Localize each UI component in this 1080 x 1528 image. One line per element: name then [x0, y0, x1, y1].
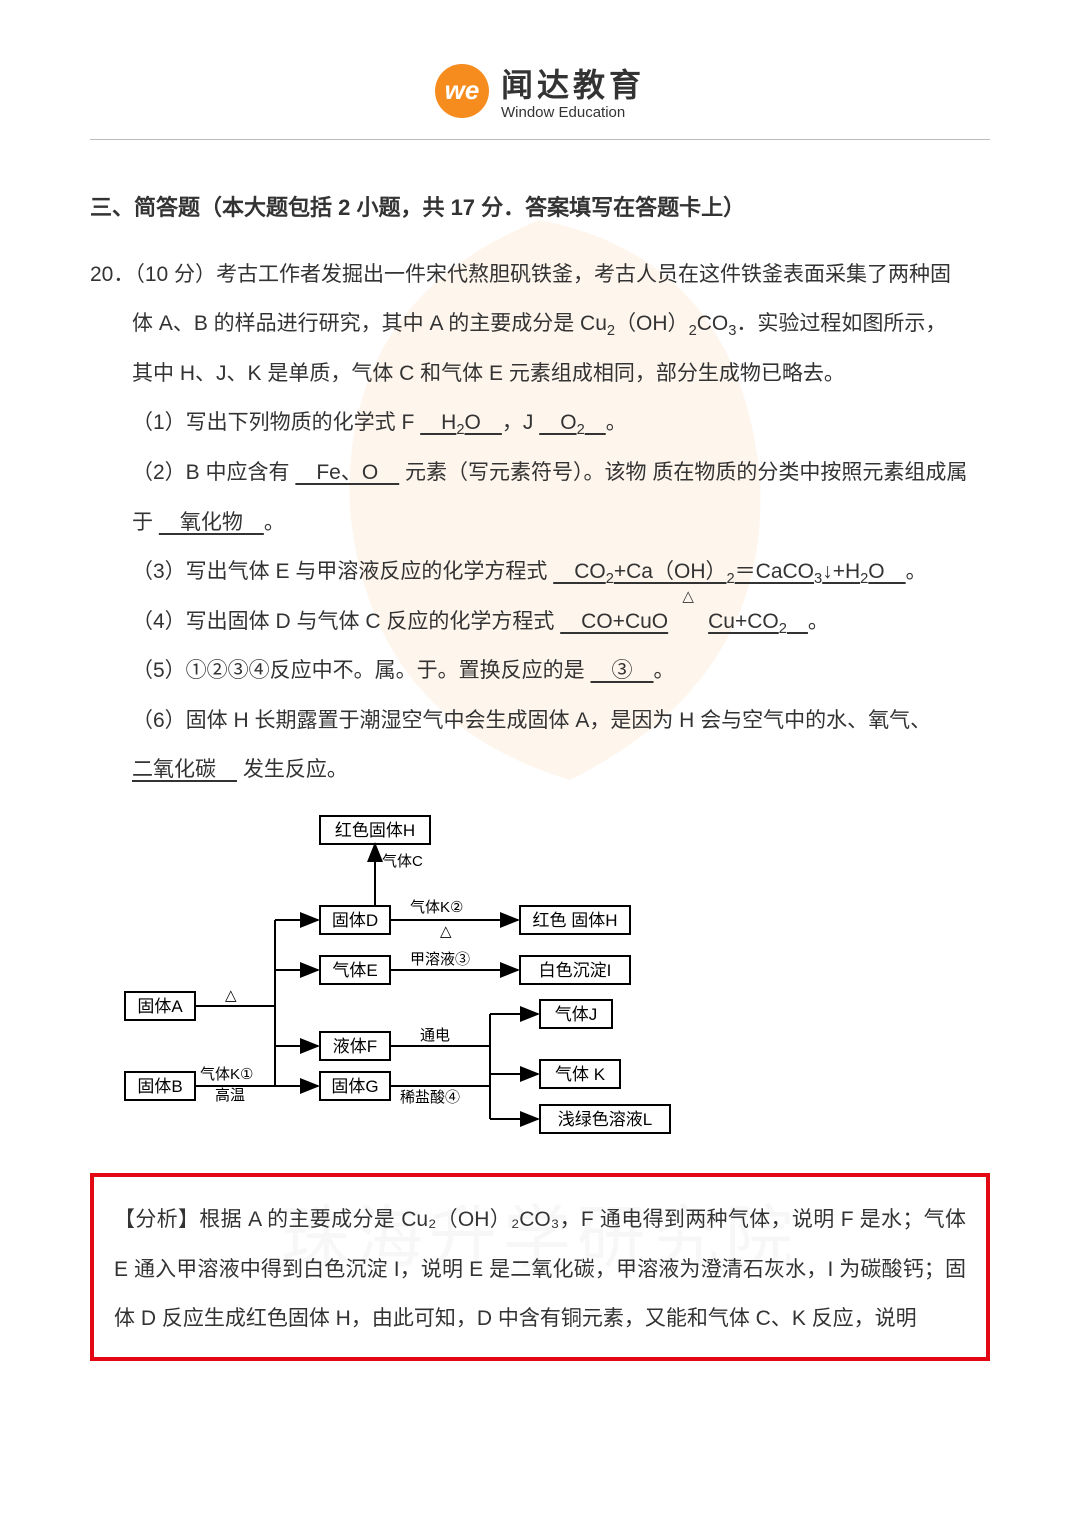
p2-end: 。 [264, 511, 285, 534]
p5-prefix: （5）①②③④反应中不。属。于。置换反应的是 [132, 659, 591, 682]
p2-prefix: （2）B 中应含有 [132, 461, 295, 484]
svg-text:高温: 高温 [215, 1087, 245, 1104]
p3-ans: CO2+Ca（OH）2＝CaCO3↓+H2O [553, 560, 905, 583]
svg-text:气体C: 气体C [382, 853, 423, 870]
stem-line2a: 体 A、B 的样品进行研究，其中 A 的主要成分是 Cu [132, 312, 607, 335]
p5-ans: ③ [591, 659, 654, 682]
stem-line2d: ．实验过程如图所示， [736, 312, 946, 335]
p1-ans1: H2O [420, 411, 502, 434]
q-number: 20．（10 分） [90, 263, 216, 286]
flow-diagram: 红色固体H 气体C 固体A 固体B △ 固体D [120, 814, 990, 1149]
p4-end: 。 [808, 610, 829, 633]
p1-prefix: （1）写出下列物质的化学式 F [132, 411, 420, 434]
stem-line3: 其中 H、J、K 是单质，气体 C 和气体 E 元素组成相同，部分生成物已略去。 [132, 362, 845, 385]
page-header: we 闻达教育 Window Education [90, 60, 990, 121]
p1-end: 。 [606, 411, 627, 434]
logo-icon: we [435, 64, 489, 118]
svg-text:固体D: 固体D [332, 911, 378, 930]
brand-en: Window Education [501, 104, 625, 121]
p2-ans2: 氧化物 [159, 511, 264, 534]
svg-text:气体 K: 气体 K [555, 1065, 606, 1084]
logo-text: we [445, 75, 480, 106]
svg-text:气体K②: 气体K② [410, 899, 463, 916]
svg-text:固体G: 固体G [331, 1077, 378, 1096]
svg-text:通电: 通电 [420, 1027, 450, 1044]
svg-text:△: △ [440, 923, 452, 940]
stem-line2c: CO [697, 312, 729, 335]
svg-text:红色固体H: 红色固体H [335, 821, 415, 840]
svg-text:△: △ [225, 987, 237, 1004]
p2-mid: 元素（写元素符号）。该物 质在物质的分类中按照元素组成属 [399, 461, 967, 484]
svg-text:稀盐酸④: 稀盐酸④ [400, 1089, 460, 1106]
stem-line1: 考古工作者发掘出一件宋代熬胆矾铁釜，考古人员在这件铁釜表面采集了两种固 [216, 263, 951, 286]
svg-text:气体E: 气体E [332, 961, 377, 980]
svg-text:白色沉淀I: 白色沉淀I [539, 961, 612, 980]
svg-text:气体K①: 气体K① [200, 1066, 253, 1083]
p1-ans2: O2 [539, 411, 606, 434]
p3-prefix: （3）写出气体 E 与甲溶液反应的化学方程式 [132, 560, 553, 583]
p6a: （6）固体 H 长期露置于潮湿空气中会生成固体 A，是因为 H 会与空气中的水、… [132, 709, 931, 732]
analysis-text: 【分析】根据 A 的主要成分是 Cu₂（OH）₂CO₃，F 通电得到两种气体，说… [114, 1195, 966, 1343]
svg-text:固体B: 固体B [137, 1077, 182, 1096]
svg-text:甲溶液③: 甲溶液③ [410, 951, 470, 968]
p3-end: 。 [906, 560, 927, 583]
stem-line2b: （OH） [615, 312, 689, 335]
analysis-box: 【分析】根据 A 的主要成分是 Cu₂（OH）₂CO₃，F 通电得到两种气体，说… [90, 1173, 990, 1361]
p2-ans1: Fe、O [295, 461, 399, 484]
header-divider [90, 139, 990, 140]
p4-prefix: （4）写出固体 D 与气体 C 反应的化学方程式 [132, 610, 560, 633]
p4-ans: CO+CuO Cu+CO2 [560, 610, 808, 633]
question-body: 20．（10 分）考古工作者发掘出一件宋代熬胆矾铁釜，考古人员在这件铁釜表面采集… [90, 250, 990, 794]
section-title: 三、简答题（本大题包括 2 小题，共 17 分．答案填写在答题卡上） [90, 190, 990, 222]
p2-prefix2: 于 [132, 511, 159, 534]
svg-text:浅绿色溶液L: 浅绿色溶液L [558, 1110, 652, 1129]
svg-text:红色 固体H: 红色 固体H [533, 911, 618, 930]
brand-block: 闻达教育 Window Education [501, 60, 645, 121]
p6b: 发生反应。 [237, 758, 348, 781]
p6-ans: 二氧化碳 [132, 758, 237, 781]
svg-text:固体A: 固体A [137, 997, 183, 1016]
p5-end: 。 [654, 659, 675, 682]
svg-text:气体J: 气体J [555, 1005, 598, 1024]
brand-cn: 闻达教育 [501, 60, 645, 106]
p1-mid: ，J [502, 411, 539, 434]
svg-text:液体F: 液体F [333, 1037, 377, 1056]
